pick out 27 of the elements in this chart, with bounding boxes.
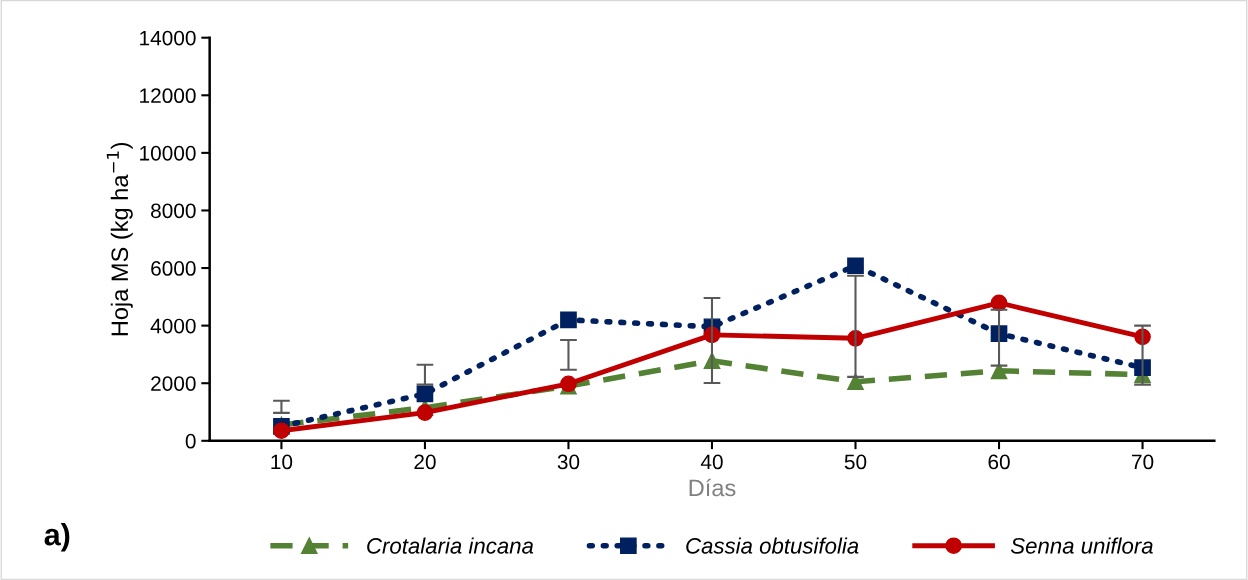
point [847,257,864,275]
point [560,311,577,329]
x-tick-label: 40 [700,454,723,470]
y-tick-label: 8000 [151,203,196,219]
y-tick-label: 10000 [140,145,196,161]
x-tick-label: 50 [844,454,867,470]
legend-label: Cassia obtusifolia [686,537,859,554]
x-tick-label: 30 [557,454,580,470]
y-tick-label: 12000 [140,88,196,104]
y-axis-title: Hoja MS (kg ha$^{−1}$) [106,142,133,336]
text: a) [44,523,70,552]
x-tick-label: 20 [414,454,436,470]
point [416,385,434,403]
y-tick-label: 14000 [140,30,196,46]
x-tick-label: 70 [1132,454,1154,470]
x-tick-label: 60 [988,454,1010,470]
y-tick-label: 0 [185,433,196,449]
x-tick-label: 10 [271,454,293,470]
y-tick-label: 4000 [150,318,196,334]
point [990,294,1008,312]
point [273,422,290,440]
x-axis-title: Días [689,478,736,497]
y-tick-label: 6000 [151,261,196,276]
y-tick-label: 2000 [151,376,196,391]
legend-label: Crotalaria incana [367,537,534,554]
point [416,404,434,421]
legend-label: Senna uniflora [1010,537,1153,554]
